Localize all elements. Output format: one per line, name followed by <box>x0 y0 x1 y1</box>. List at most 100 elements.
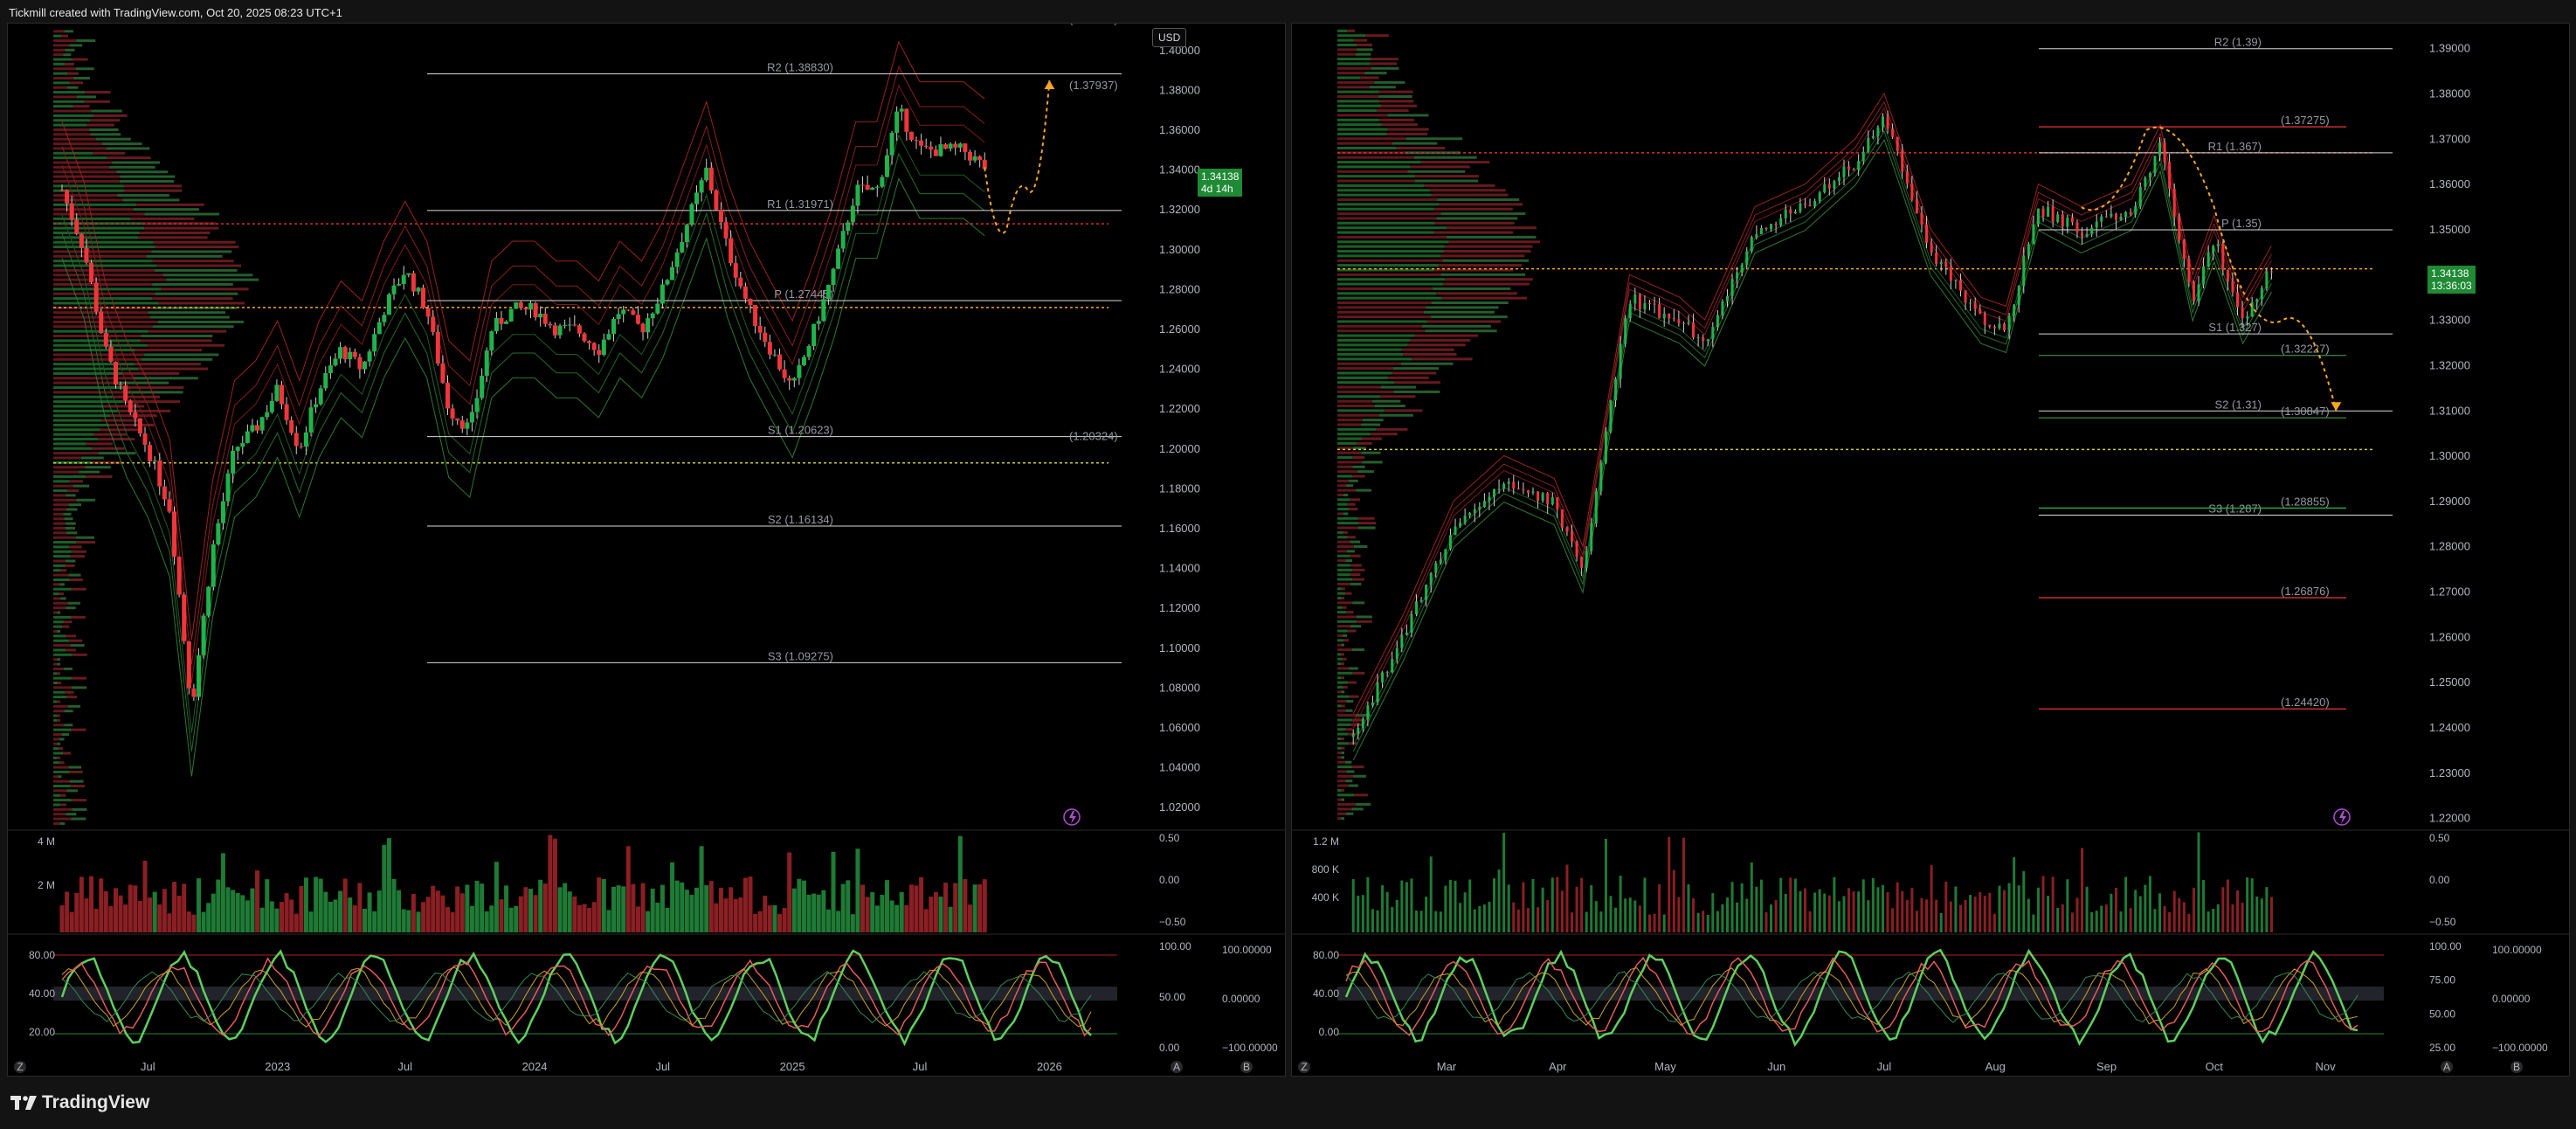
profile-bar-up <box>1337 189 1430 192</box>
profile-bar-up <box>1337 732 1349 736</box>
volume-bar <box>152 891 157 932</box>
profile-bar-up <box>1337 90 1379 94</box>
profile-bar-down <box>1381 104 1418 107</box>
profile-bar-up <box>1337 310 1424 314</box>
profile-bar-down <box>1357 526 1376 530</box>
volume-bars <box>59 835 987 932</box>
volume-bar <box>362 908 367 932</box>
candle-body <box>1998 323 2001 329</box>
profile-bar-up <box>1337 742 1349 745</box>
profile-bar-down <box>1352 578 1365 581</box>
profile-bar-down <box>1424 184 1495 187</box>
oscillator-slow-line-2 <box>1345 971 2358 1023</box>
fib-level-label: (1.30847) <box>2281 405 2330 418</box>
profile-bar-up <box>1337 320 1427 323</box>
profile-bar-down <box>69 81 83 85</box>
volume-bar <box>884 880 889 932</box>
profile-bar-up <box>53 208 134 211</box>
profile-bar-down <box>1356 620 1372 623</box>
envelope-band-line <box>1352 130 2272 752</box>
candle-body <box>791 377 797 381</box>
profile-bar-down <box>69 44 83 47</box>
profile-bar-up <box>1337 606 1343 609</box>
volume-bar <box>113 888 118 932</box>
volume-bar <box>860 884 866 932</box>
candle-body <box>333 358 338 366</box>
candle-body <box>1439 559 1442 564</box>
volume-bar <box>376 890 382 932</box>
profile-bar-up <box>53 409 118 412</box>
profile-bar-up <box>53 761 59 765</box>
candle-body <box>1653 303 1656 305</box>
profile-bar-down <box>66 634 77 638</box>
profile-bar-down <box>1352 718 1365 722</box>
chart-canvas: R2 (1.38830)R1 (1.31971)P (1.27445)S1 (1… <box>8 24 1285 1073</box>
profile-bar-down <box>1400 362 1454 365</box>
oscillator-far-tick: 100.00000 <box>1222 944 1272 956</box>
profile-bar-up <box>53 423 109 426</box>
profile-bar-up <box>1337 118 1380 121</box>
candle-body <box>1793 211 1797 214</box>
profile-bar-down <box>1440 254 1525 258</box>
candle-body <box>708 167 714 190</box>
candle-body <box>840 231 846 249</box>
volume-bar <box>1614 907 1618 932</box>
candle-body <box>1585 551 1588 568</box>
volume-bar <box>1750 862 1753 932</box>
candle-body <box>2158 142 2162 156</box>
candle-body <box>801 357 806 365</box>
profile-bar-down <box>1423 310 1495 314</box>
profile-bar-up <box>53 39 77 43</box>
profile-bar-down <box>64 667 73 670</box>
candle-body <box>2022 255 2026 287</box>
profile-bar-up <box>1337 395 1381 398</box>
volume-bar <box>1512 902 1516 932</box>
candle-body <box>357 357 363 370</box>
volume-bar <box>89 876 94 932</box>
oscillator-slow-line <box>1345 967 2358 1028</box>
profile-bar-down <box>1345 728 1353 731</box>
profile-bar-up <box>1337 447 1354 450</box>
profile-bar-down <box>1392 367 1439 371</box>
profile-bar-up <box>53 461 93 464</box>
price-tick: 1.06000 <box>1159 721 1200 734</box>
profile-bar-down <box>1387 376 1429 379</box>
candle-body <box>1779 218 1783 226</box>
profile-bar-down <box>1341 788 1344 792</box>
candle-body <box>1594 491 1598 524</box>
volume-bar <box>1507 884 1510 932</box>
profile-bar-up <box>1337 573 1350 577</box>
volume-bar <box>137 900 142 932</box>
candle-body <box>1405 632 1408 635</box>
profile-bar-down <box>116 170 169 174</box>
volume-bar <box>957 835 963 932</box>
profile-bar-up <box>1337 479 1350 482</box>
candle-body <box>1425 585 1428 600</box>
candle-body <box>367 351 372 362</box>
profile-bar-up <box>1337 240 1449 244</box>
volume-bar <box>1789 877 1792 932</box>
profile-bar-up <box>53 653 73 656</box>
chart-panel-daily[interactable]: R2 (1.39) R1 (1.367) P (1.35) S1 (1.327) S2 … <box>1291 23 2570 1077</box>
volume-bar <box>176 896 182 932</box>
volume-bar <box>963 879 968 932</box>
tradingview-logo[interactable]: TradingView <box>10 1092 149 1113</box>
profile-bar-down <box>72 653 87 656</box>
volume-bar <box>972 884 977 932</box>
profile-bar-up <box>53 282 153 286</box>
profile-bar-up <box>1337 235 1447 239</box>
profile-bar-down <box>1361 423 1381 426</box>
candle-body <box>265 412 270 418</box>
currency-button[interactable]: USD <box>1152 28 1187 47</box>
profile-bar-up <box>1337 287 1433 290</box>
candle-body <box>2236 292 2240 308</box>
candles <box>1351 110 2273 745</box>
volume-tick: 400 K <box>1312 891 1339 904</box>
profile-bar-up <box>1337 203 1440 206</box>
profile-bar-down <box>66 86 79 89</box>
volume-osc-tick: −0.50 <box>1159 916 1186 928</box>
candle-body <box>694 192 700 204</box>
candle-body <box>1560 509 1564 528</box>
chart-panel-weekly[interactable]: R2 (1.38830) R1 (1.31971) P (1.27445) S1 (1… <box>7 23 1286 1077</box>
candle-body <box>811 323 817 347</box>
